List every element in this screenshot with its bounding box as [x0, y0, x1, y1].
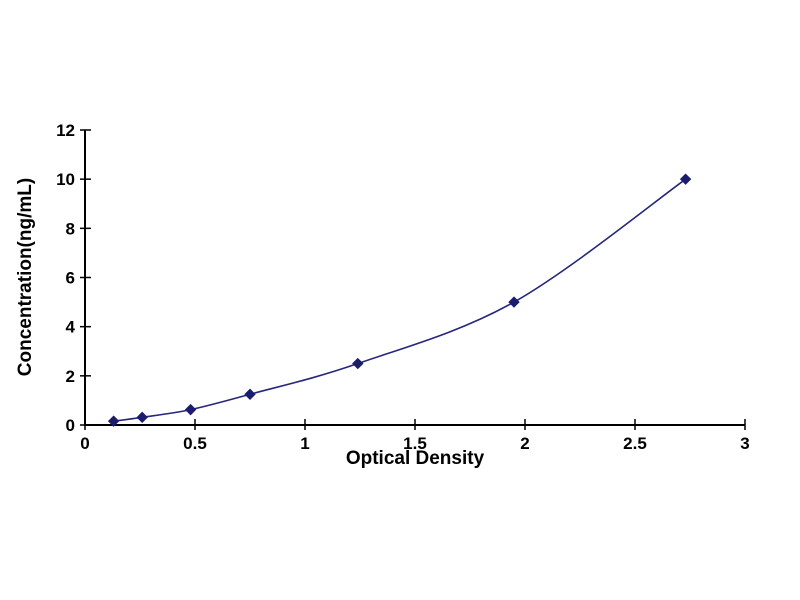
y-tick-label: 0	[66, 416, 75, 435]
x-tick-label: 1.5	[403, 434, 427, 453]
x-tick-label: 2	[520, 434, 529, 453]
x-tick-label: 2.5	[623, 434, 647, 453]
data-point-marker	[184, 403, 197, 416]
y-tick-label: 4	[66, 318, 76, 337]
data-point-marker	[679, 173, 692, 185]
x-tick-label: 0.5	[183, 434, 207, 453]
data-point-marker	[244, 388, 256, 400]
data-point-marker	[508, 296, 520, 308]
y-tick-label: 6	[66, 269, 75, 288]
x-tick-label: 1	[300, 434, 309, 453]
y-tick-label: 2	[66, 367, 75, 386]
x-axis-title: Optical Density	[345, 448, 485, 469]
y-tick-label: 8	[66, 219, 75, 238]
y-axis-title: Concentration(ng/mL)	[15, 177, 36, 377]
x-tick-label: 3	[740, 434, 749, 453]
series-line	[113, 178, 687, 422]
data-point-marker	[107, 415, 120, 427]
data-point-marker	[352, 357, 364, 370]
y-tick-label: 10	[56, 170, 75, 189]
data-point-marker	[136, 411, 148, 424]
x-tick-label: 0	[80, 434, 89, 453]
y-tick-label: 12	[56, 121, 75, 140]
